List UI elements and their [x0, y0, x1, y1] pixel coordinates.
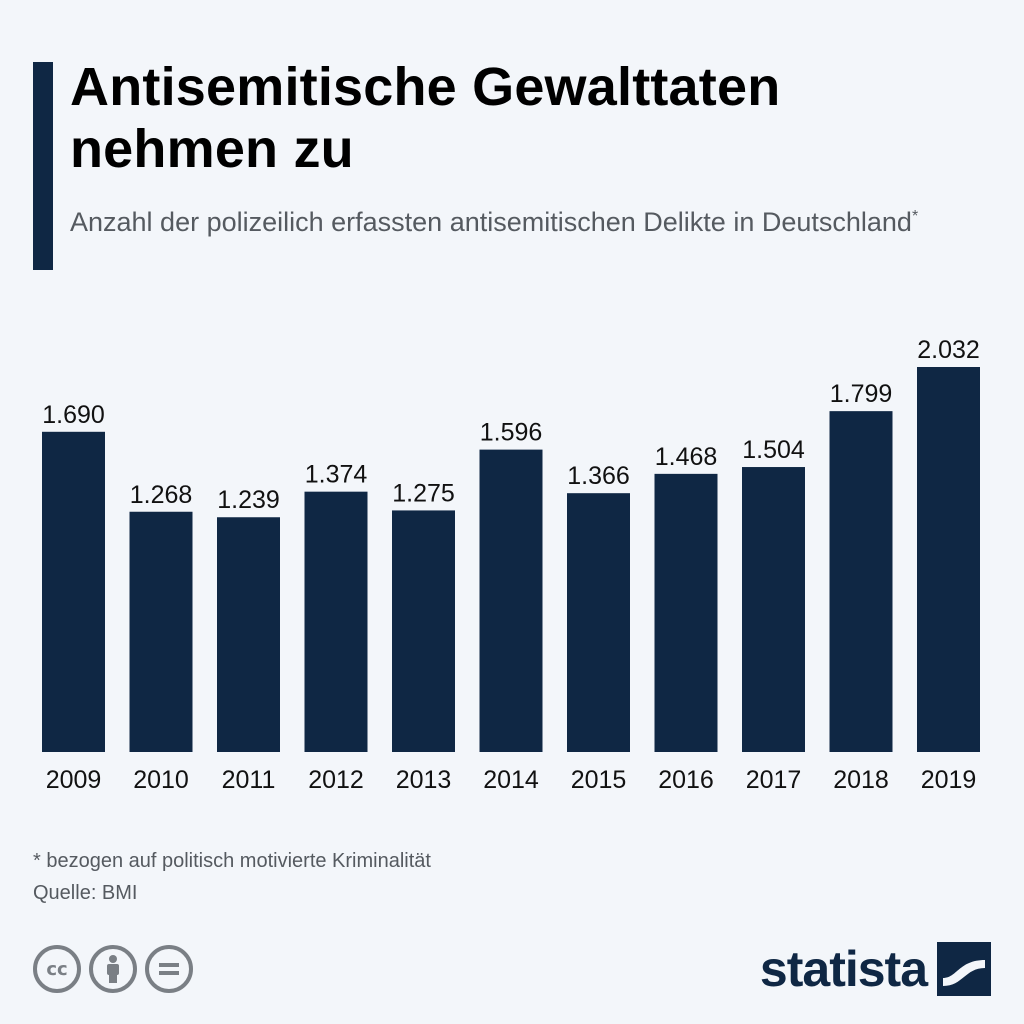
bar-2015 — [567, 493, 630, 752]
category-label-2014: 2014 — [483, 766, 539, 794]
value-label-2014: 1.596 — [480, 419, 543, 447]
bar-2016 — [654, 473, 718, 752]
subtitle-text: Anzahl der polizeilich erfassten antisem… — [70, 207, 912, 237]
bar-2017 — [742, 467, 805, 752]
category-label-2013: 2013 — [396, 766, 452, 794]
value-label-2019: 2.032 — [917, 336, 980, 364]
value-label-2011: 1.239 — [217, 486, 280, 514]
category-label-2018: 2018 — [833, 766, 889, 794]
bar-2019 — [917, 367, 980, 752]
bar-2012 — [304, 491, 368, 752]
category-label-2015: 2015 — [571, 766, 627, 794]
source-note: Quelle: BMI — [33, 882, 138, 904]
category-label-2011: 2011 — [222, 766, 276, 794]
value-label-2012: 1.374 — [305, 461, 368, 489]
license-icons: cc — [33, 945, 193, 993]
by-icon[interactable] — [89, 945, 137, 993]
value-label-2017: 1.504 — [742, 436, 805, 464]
category-label-2009: 2009 — [46, 766, 102, 794]
footnote: * bezogen auf politisch motivierte Krimi… — [33, 850, 431, 872]
page-subtitle: Anzahl der polizeilich erfassten antisem… — [70, 198, 970, 241]
category-label-2010: 2010 — [133, 766, 189, 794]
bar-2013 — [392, 510, 455, 752]
category-label-2016: 2016 — [658, 766, 714, 794]
value-label-2018: 1.799 — [830, 380, 893, 408]
category-label-2012: 2012 — [308, 766, 364, 794]
page-title: Antisemitische Gewalttaten nehmen zu — [70, 57, 781, 179]
cc-icon[interactable]: cc — [33, 945, 81, 993]
statista-logo[interactable]: statista — [760, 940, 991, 998]
bar-chart: 1.690 2009 1.268 2010 1.239 2011 1.374 2012 1.27… — [42, 336, 980, 794]
value-label-2010: 1.268 — [130, 481, 193, 509]
value-label-2016: 1.468 — [655, 443, 718, 471]
bar-2014 — [479, 449, 543, 752]
bar-2018 — [829, 411, 893, 752]
bar-2011 — [217, 517, 280, 752]
value-label-2009: 1.690 — [42, 401, 105, 429]
value-label-2015: 1.366 — [567, 462, 630, 490]
bar-2010 — [129, 511, 193, 752]
statista-logo-icon — [937, 942, 991, 996]
category-label-2017: 2017 — [746, 766, 802, 794]
subtitle-footnote-mark: * — [911, 208, 919, 225]
logo-text: statista — [759, 941, 928, 997]
category-label-2019: 2019 — [921, 766, 977, 794]
value-label-2013: 1.275 — [392, 479, 455, 507]
bar-2009 — [42, 431, 105, 752]
nd-icon[interactable] — [145, 945, 193, 993]
title-accent-bar — [33, 62, 53, 270]
